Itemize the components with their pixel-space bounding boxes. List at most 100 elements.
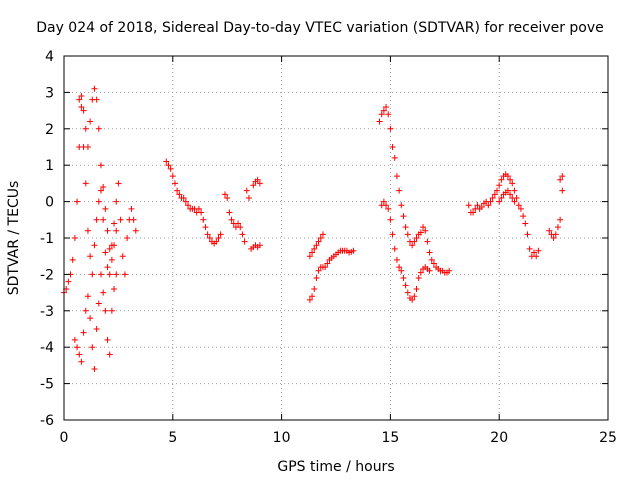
data-point <box>413 285 420 292</box>
data-points <box>61 85 566 373</box>
series-3 <box>76 85 120 263</box>
data-point <box>509 180 516 187</box>
data-point <box>74 198 81 205</box>
data-point <box>174 187 181 194</box>
data-point <box>546 227 553 234</box>
data-point <box>82 180 89 187</box>
data-point <box>91 242 98 249</box>
data-point <box>235 220 242 227</box>
data-point <box>504 173 511 180</box>
data-point <box>80 329 87 336</box>
data-point <box>317 235 324 241</box>
data-point <box>465 202 472 209</box>
y-tick-label: -2 <box>40 267 54 283</box>
data-point <box>387 216 394 223</box>
data-point <box>106 351 113 358</box>
data-point <box>130 216 137 223</box>
data-point <box>78 358 85 365</box>
data-point <box>80 107 87 114</box>
y-tick-label: -5 <box>40 377 54 393</box>
data-point <box>494 187 501 194</box>
data-point <box>254 176 261 183</box>
data-point <box>383 103 390 110</box>
data-point <box>182 198 189 205</box>
data-point <box>511 187 518 194</box>
data-point <box>313 242 320 249</box>
y-tick-label: -4 <box>40 340 54 356</box>
data-point <box>100 184 107 191</box>
data-point <box>243 187 250 194</box>
data-point <box>378 111 385 118</box>
data-point <box>324 260 331 267</box>
y-tick-label: 1 <box>45 158 54 174</box>
data-point <box>396 264 403 271</box>
data-point <box>95 198 102 205</box>
data-point <box>108 256 115 263</box>
data-point <box>522 220 529 227</box>
data-point <box>91 85 98 92</box>
data-point <box>424 238 431 245</box>
data-point <box>520 213 527 220</box>
data-point <box>128 205 135 212</box>
data-point <box>87 315 94 322</box>
data-point <box>239 231 246 238</box>
data-point <box>87 253 94 260</box>
data-point <box>180 194 187 201</box>
series-5 <box>222 187 263 252</box>
data-point <box>389 144 396 150</box>
data-point <box>89 344 96 351</box>
data-point <box>89 271 96 278</box>
data-point <box>245 194 252 201</box>
x-tick-label: 10 <box>273 430 291 446</box>
series-9 <box>376 103 453 276</box>
data-point <box>496 182 503 189</box>
data-point <box>228 216 235 223</box>
series-11 <box>465 171 542 260</box>
data-point <box>167 165 174 172</box>
data-point <box>535 247 542 254</box>
data-point <box>104 264 111 271</box>
data-point <box>82 307 89 314</box>
data-point <box>256 180 263 187</box>
data-point <box>554 224 561 231</box>
data-point <box>309 249 316 256</box>
data-point <box>393 173 400 180</box>
data-point <box>533 253 540 260</box>
data-point <box>383 202 390 209</box>
data-point <box>474 202 481 209</box>
x-tick-label: 0 <box>60 430 69 446</box>
data-point <box>213 238 220 245</box>
data-point <box>111 220 118 227</box>
y-tick-label: 0 <box>45 195 54 211</box>
data-point <box>391 154 398 161</box>
y-tick-labels: -6 -5 -4 -3 -2 -1 0 1 2 3 4 <box>40 49 54 429</box>
data-point <box>93 216 100 223</box>
data-point <box>237 224 244 231</box>
data-point <box>311 245 318 252</box>
data-point <box>108 307 115 314</box>
series-13 <box>546 187 566 241</box>
data-point <box>195 205 202 212</box>
x-tick-label: 5 <box>168 430 177 446</box>
chart-title: Day 024 of 2018, Sidereal Day-to-day VTE… <box>36 20 604 36</box>
grid-lines <box>64 56 608 420</box>
series-2 <box>71 271 120 373</box>
data-point <box>559 173 566 180</box>
data-point <box>387 125 394 132</box>
data-point <box>113 271 120 278</box>
data-point <box>313 275 320 282</box>
data-point <box>389 231 396 238</box>
data-point <box>413 235 420 241</box>
y-axis-label: SDTVAR / TECUs <box>6 181 22 296</box>
data-point <box>102 307 109 314</box>
series-8 <box>306 231 326 260</box>
data-point <box>446 267 453 274</box>
data-point <box>380 198 387 205</box>
data-point <box>507 191 514 198</box>
data-point <box>111 242 118 249</box>
data-point <box>111 285 118 292</box>
data-point <box>428 256 435 263</box>
data-point <box>97 187 104 194</box>
data-point <box>104 336 111 343</box>
